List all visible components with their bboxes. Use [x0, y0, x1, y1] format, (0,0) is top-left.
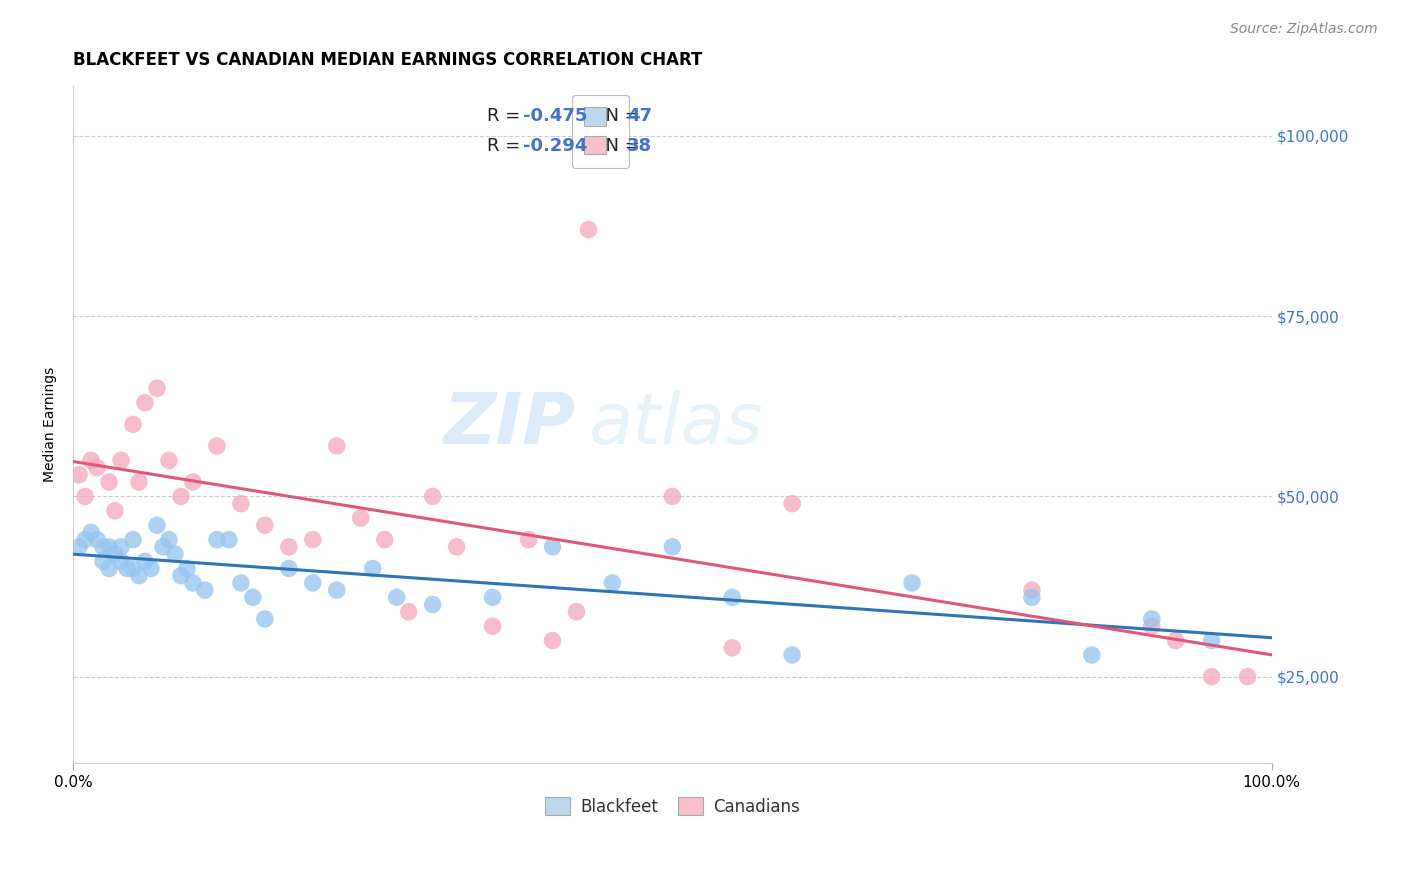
Text: BLACKFEET VS CANADIAN MEDIAN EARNINGS CORRELATION CHART: BLACKFEET VS CANADIAN MEDIAN EARNINGS CO…	[73, 51, 703, 69]
Point	[350, 511, 373, 525]
Point	[157, 533, 180, 547]
Point	[134, 554, 156, 568]
Point	[326, 439, 349, 453]
Point	[1201, 633, 1223, 648]
Point	[98, 540, 121, 554]
Point	[1164, 633, 1187, 648]
Point	[301, 575, 323, 590]
Point	[181, 475, 204, 489]
Point	[139, 561, 162, 575]
Point	[176, 561, 198, 575]
Point	[481, 591, 503, 605]
Point	[146, 518, 169, 533]
Point	[1081, 648, 1104, 662]
Point	[517, 533, 540, 547]
Point	[157, 453, 180, 467]
Text: -0.294: -0.294	[523, 137, 586, 155]
Point	[91, 554, 114, 568]
Point	[75, 533, 97, 547]
Point	[75, 490, 97, 504]
Point	[565, 605, 588, 619]
Point	[110, 453, 132, 467]
Text: atlas: atlas	[589, 390, 763, 458]
Text: 47: 47	[627, 107, 652, 125]
Point	[110, 540, 132, 554]
Point	[163, 547, 186, 561]
Point	[385, 591, 408, 605]
Legend: Blackfeet, Canadians: Blackfeet, Canadians	[538, 790, 806, 822]
Point	[128, 568, 150, 582]
Point	[229, 497, 252, 511]
Point	[181, 575, 204, 590]
Text: ZIP: ZIP	[444, 390, 576, 458]
Point	[104, 504, 127, 518]
Point	[277, 540, 299, 554]
Text: N =: N =	[595, 107, 645, 125]
Point	[374, 533, 396, 547]
Text: -0.475: -0.475	[523, 107, 586, 125]
Point	[67, 540, 90, 554]
Text: 38: 38	[627, 137, 652, 155]
Point	[1140, 619, 1163, 633]
Point	[152, 540, 174, 554]
Point	[170, 568, 193, 582]
Point	[1201, 670, 1223, 684]
Point	[1021, 583, 1043, 598]
Y-axis label: Median Earnings: Median Earnings	[44, 367, 58, 482]
Point	[422, 598, 444, 612]
Point	[122, 417, 145, 432]
Point	[122, 533, 145, 547]
Point	[86, 533, 108, 547]
Point	[134, 395, 156, 409]
Point	[901, 575, 924, 590]
Point	[218, 533, 240, 547]
Point	[1236, 670, 1258, 684]
Text: R =: R =	[486, 107, 526, 125]
Point	[1140, 612, 1163, 626]
Point	[326, 583, 349, 598]
Point	[128, 475, 150, 489]
Point	[242, 591, 264, 605]
Point	[721, 591, 744, 605]
Point	[277, 561, 299, 575]
Point	[229, 575, 252, 590]
Point	[253, 612, 276, 626]
Point	[80, 453, 103, 467]
Point	[146, 381, 169, 395]
Point	[122, 561, 145, 575]
Point	[398, 605, 420, 619]
Text: N =: N =	[595, 137, 645, 155]
Point	[98, 475, 121, 489]
Point	[422, 490, 444, 504]
Point	[602, 575, 624, 590]
Point	[780, 648, 803, 662]
Point	[1021, 591, 1043, 605]
Text: R =: R =	[486, 137, 526, 155]
Point	[578, 222, 600, 236]
Text: Source: ZipAtlas.com: Source: ZipAtlas.com	[1230, 22, 1378, 37]
Point	[253, 518, 276, 533]
Point	[104, 547, 127, 561]
Point	[541, 540, 564, 554]
Point	[170, 490, 193, 504]
Point	[361, 561, 384, 575]
Point	[661, 490, 683, 504]
Point	[205, 439, 228, 453]
Point	[661, 540, 683, 554]
Point	[98, 561, 121, 575]
Point	[91, 540, 114, 554]
Point	[205, 533, 228, 547]
Point	[780, 497, 803, 511]
Point	[446, 540, 468, 554]
Point	[301, 533, 323, 547]
Point	[541, 633, 564, 648]
Point	[110, 554, 132, 568]
Point	[481, 619, 503, 633]
Point	[86, 460, 108, 475]
Point	[115, 561, 138, 575]
Point	[721, 640, 744, 655]
Point	[67, 467, 90, 482]
Point	[80, 525, 103, 540]
Point	[194, 583, 217, 598]
